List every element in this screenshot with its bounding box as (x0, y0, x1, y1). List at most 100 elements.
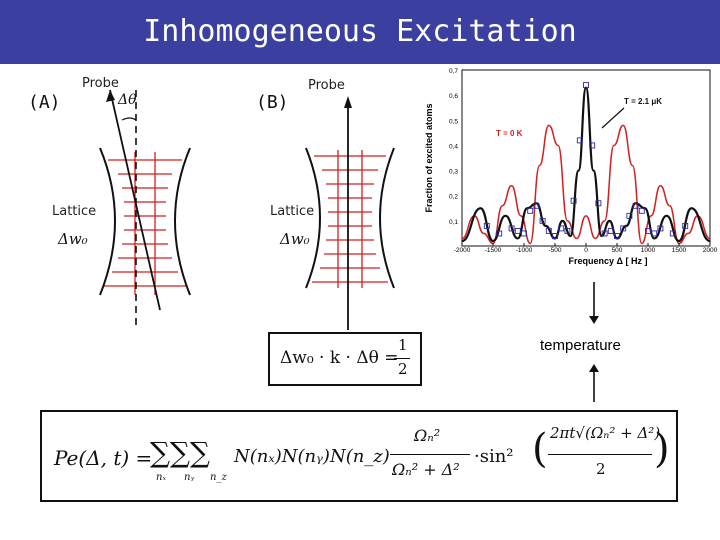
data-point (545, 227, 552, 234)
diagram-b-lattice-svg (305, 96, 395, 330)
annotation-hot-arrow (601, 107, 625, 129)
x-tick-label: 2000 (703, 247, 718, 254)
annotation-cold: T = 0 K (496, 129, 523, 138)
lattice-a-ticks (134, 152, 156, 295)
y-tick-label: 0,3 (449, 169, 458, 176)
data-point (514, 227, 521, 234)
data-point (601, 230, 608, 237)
eq2-sin: ·sin² (474, 446, 514, 467)
data-point (614, 232, 620, 239)
lattice-b-label: Lattice (270, 204, 315, 219)
data-point (595, 200, 602, 207)
probe-beam-a (109, 90, 161, 311)
data-point (626, 212, 633, 219)
data-point (552, 232, 558, 239)
eq1-num: 1 (398, 336, 408, 354)
x-axis-label: Frequency Δ [ Hz ] (569, 256, 648, 266)
paren-right: ) (654, 426, 670, 472)
excitation-equation-box: Pe(Δ, t) = ∑∑∑ nₓ nᵧ n_z N(nₓ)N(nᵧ)N(n_z… (40, 410, 678, 502)
y-axis-label: Fraction of excited atoms (424, 103, 434, 212)
probe-arrow-b (344, 96, 352, 108)
chart-plot-area (461, 69, 711, 247)
lattice-b-ticks (337, 150, 363, 288)
eq2-inner-num: 2πt√(Ωₙ² + Δ²) (550, 424, 661, 442)
data-point (558, 225, 565, 232)
x-tick-label: -1500 (485, 247, 502, 254)
x-tick-label: -2000 (454, 247, 471, 254)
series-line-0 (461, 124, 711, 245)
data-point (638, 207, 645, 214)
eq2-frac-den: Ωₙ² + Δ² (392, 460, 460, 479)
arrow-up (589, 364, 599, 372)
data-point (657, 225, 664, 232)
data-point (527, 207, 534, 214)
lattice-a-planes (104, 159, 186, 287)
data-point (669, 230, 676, 237)
x-tick-label: 0 (584, 247, 588, 254)
temperature-note: temperature (540, 337, 621, 354)
width-a-label: Δw₀ (58, 230, 88, 248)
lattice-a-label: Lattice (52, 204, 97, 219)
probe-a-label: Probe (82, 76, 119, 91)
angle-label: Δθ (118, 92, 137, 108)
eq2-frac-num: Ωₙ² (414, 426, 441, 445)
x-tick-labels: -2000 -1500 -1000 -500 0 500 1000 1500 2000 (454, 243, 718, 254)
y-tick-label: 0,6 (449, 93, 458, 100)
waist-left-b (305, 147, 321, 289)
y-tick-label: 0,2 (449, 194, 458, 201)
diagram-a-lattice-svg (99, 90, 191, 326)
chart-points-group (483, 82, 689, 239)
eq1-fraction-bar (394, 358, 410, 359)
temperature-arrows (589, 282, 599, 402)
angle-arc (121, 117, 137, 121)
waist-right-a (174, 147, 191, 296)
sum-index-z: n_z (210, 472, 227, 483)
data-point (570, 197, 577, 204)
data-point (533, 202, 540, 209)
y-tick-label: 0,5 (449, 118, 458, 125)
probe-b-label: Probe (308, 78, 345, 93)
sum-index-y: nᵧ (184, 472, 195, 483)
eq2-fraction-bar (390, 454, 470, 455)
title-bar (0, 0, 720, 64)
width-b-label: Δw₀ (280, 230, 310, 248)
y-tick-labels: 0,7 0,6 0,5 0,4 0,3 0,2 0,1 (449, 68, 458, 226)
data-point (589, 142, 596, 149)
slide-title: Inhomogeneous Excitation (143, 14, 577, 49)
y-tick-label: 0,1 (449, 219, 458, 226)
condition-equation-box: Δw₀ · k · Δθ = 1 2 (268, 332, 422, 386)
annotation-hot: T = 2.1 μK (624, 97, 662, 106)
sum-symbols: ∑∑∑ (150, 436, 210, 469)
data-point (682, 222, 689, 229)
lattice-b-planes (312, 155, 388, 283)
x-tick-label: -500 (548, 247, 561, 254)
panel-a-label: (A) (28, 92, 61, 113)
eq2-body: N(nₓ)N(nᵧ)N(n_z) (234, 446, 390, 467)
data-point (496, 230, 503, 237)
data-point (576, 137, 583, 144)
eq2-inner-den: 2 (596, 460, 606, 478)
excitation-chart: -2000 -1500 -1000 -500 0 500 1000 1500 2000 0,70… (424, 68, 718, 266)
x-tick-label: 500 (612, 247, 623, 254)
probe-arrow-a (106, 90, 115, 102)
data-point (607, 227, 614, 234)
data-point (521, 230, 527, 237)
data-point (539, 217, 546, 224)
waist-left-a (99, 147, 116, 296)
sum-index-x: nₓ (156, 472, 166, 483)
x-tick-label: 1000 (641, 247, 656, 254)
waist-right-b (379, 147, 395, 289)
y-tick-label: 0,4 (449, 143, 458, 150)
data-point (632, 202, 639, 209)
x-tick-label: 1500 (672, 247, 687, 254)
data-point (620, 225, 627, 232)
eq1-den: 2 (398, 360, 408, 378)
panel-b-label: (B) (256, 92, 289, 113)
arrow-down (589, 316, 599, 324)
y-tick-label: 0,7 (449, 68, 458, 75)
data-point (583, 82, 589, 89)
data-point (564, 227, 571, 234)
data-point (483, 222, 490, 229)
x-tick-label: -1000 (516, 247, 533, 254)
eq2-inner-bar (548, 454, 652, 455)
